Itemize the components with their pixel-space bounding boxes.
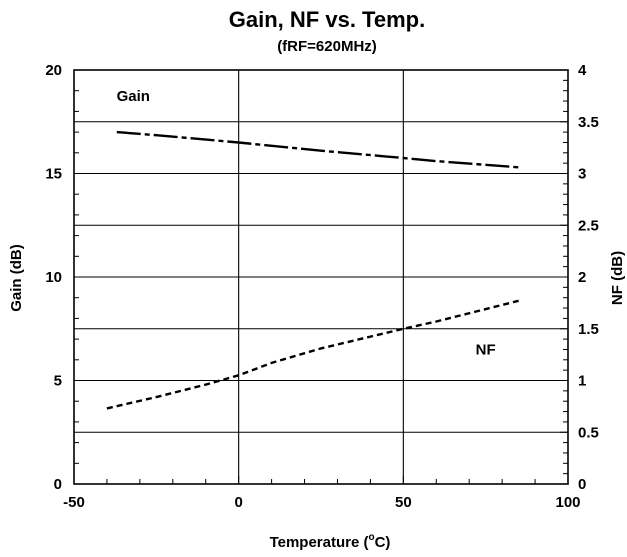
y-right-tick-label: 4 (578, 62, 587, 79)
y-right-tick-label: 1.5 (578, 321, 599, 338)
series-line-gain (116, 130, 519, 169)
chart-title: Gain, NF vs. Temp. (229, 7, 425, 32)
grid-lines (74, 70, 568, 484)
chart-subtitle: (fRF=620MHz) (277, 38, 377, 55)
series-line-nf (106, 299, 519, 410)
series-label-nf: NF (476, 342, 496, 359)
y-left-tick-label: 20 (45, 62, 62, 79)
series-label-gain: Gain (117, 88, 150, 105)
y-left-tick-label: 15 (45, 166, 62, 183)
y-right-tick-label: 2 (578, 269, 586, 286)
y-left-tick-label: 5 (54, 373, 62, 390)
plot-frame (73, 69, 569, 485)
x-tick-label: -50 (63, 494, 85, 511)
x-tick-label: 0 (234, 494, 242, 511)
x-tick-label: 100 (555, 494, 580, 511)
x-axis-label: Temperature (oC) (270, 532, 391, 551)
y-right-tick-label: 3 (578, 166, 586, 183)
y-left-tick-label: 10 (45, 269, 62, 286)
y-left-tick-label: 0 (54, 476, 62, 493)
tick-marks (73, 69, 569, 485)
series-labels: Gain NF (117, 88, 496, 359)
y-right-tick-label: 3.5 (578, 114, 599, 131)
series-lines (106, 130, 519, 410)
y-right-tick-label: 0 (578, 476, 586, 493)
y-axis-right-label: NF (dB) (609, 251, 626, 305)
x-tick-label: 50 (395, 494, 412, 511)
y-right-tick-label: 2.5 (578, 217, 599, 234)
y-axis-left-label: Gain (dB) (8, 244, 25, 312)
y-right-tick-label: 1 (578, 373, 586, 390)
y-right-tick-label: 0.5 (578, 424, 599, 441)
